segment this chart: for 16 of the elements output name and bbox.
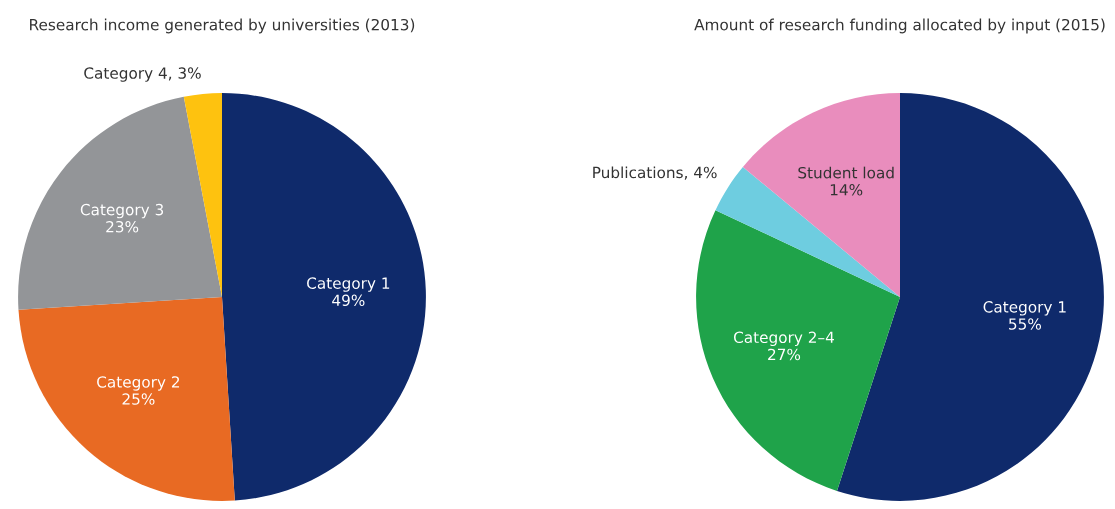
data-label: 49% — [332, 294, 365, 307]
data-label: 25% — [122, 393, 155, 405]
data-label: 23% — [106, 220, 139, 233]
slice-label: Publications, 4% — [593, 166, 717, 180]
slice-label: Category 1 — [307, 277, 390, 292]
data-label: 55% — [1009, 318, 1042, 330]
slice-label: Student load — [798, 166, 894, 179]
slice-label: Category 4, 3% — [84, 67, 201, 82]
chart-title: Amount of research funding allocated by input (2015) — [694, 18, 1105, 34]
slice-label: Category 3 — [80, 203, 164, 219]
slice-label: Category 1 — [983, 301, 1066, 316]
data-label: 27% — [768, 348, 801, 361]
slice-label: Category 2–4 — [733, 331, 834, 347]
slice-label: Category 2 — [97, 376, 180, 391]
chart-title: Research income generated by universities (2013) — [30, 18, 415, 34]
data-label: 14% — [830, 184, 863, 196]
